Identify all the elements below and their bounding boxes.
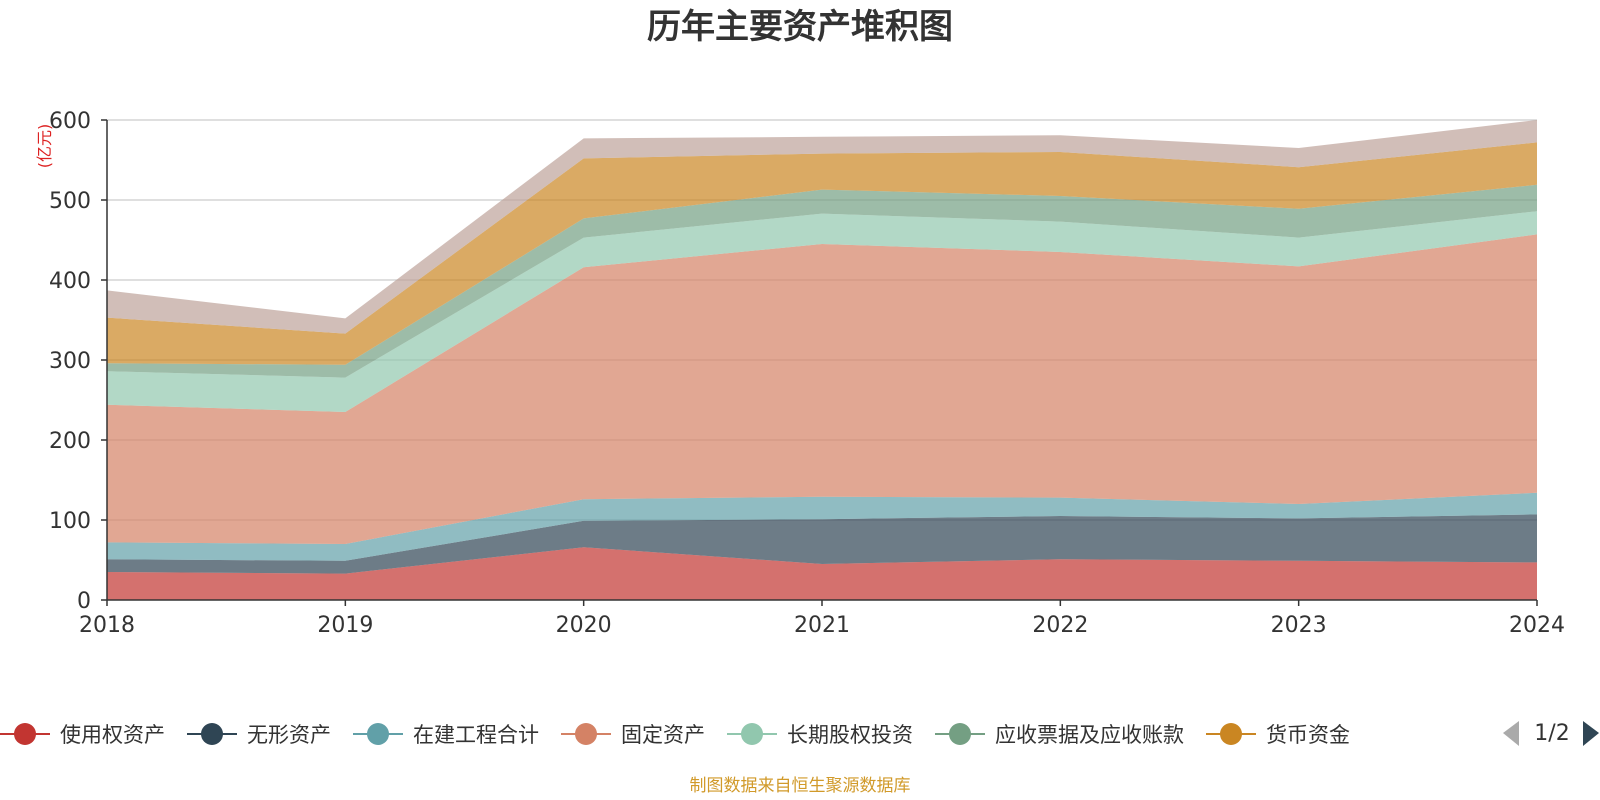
y-tick-label: 0 bbox=[77, 589, 91, 614]
data-source-note: 制图数据来自恒生聚源数据库 bbox=[690, 776, 911, 796]
x-tick-label: 2021 bbox=[794, 613, 850, 638]
y-tick-label: 400 bbox=[49, 269, 91, 294]
legend-marker-icon bbox=[14, 723, 36, 745]
legend-item-1[interactable]: 无形资产 bbox=[186, 723, 331, 747]
series-area-4 bbox=[107, 211, 1537, 412]
legend-marker-icon bbox=[740, 723, 763, 745]
series-area-5 bbox=[107, 184, 1537, 378]
legend-next-page-icon[interactable] bbox=[1583, 721, 1599, 746]
legend: 使用权资产 无形资产 在建工程合计 固定资产 长期股权投资 应收票据及应收账款 货币资金 bbox=[0, 723, 1350, 747]
legend-label: 使用权资产 bbox=[60, 723, 165, 747]
x-tick-label: 2024 bbox=[1509, 613, 1565, 638]
legend-item-5[interactable]: 应收票据及应收账款 bbox=[934, 723, 1184, 747]
series-area-7 bbox=[107, 120, 1537, 334]
y-axis-unit-label: (亿元) bbox=[35, 124, 54, 169]
x-tick-label: 2022 bbox=[1032, 613, 1088, 638]
axes: 0 100 200 300 400 500 600 2018 2019 2020 2021 2022 2… bbox=[49, 109, 1565, 638]
y-tick-label: 300 bbox=[49, 349, 91, 374]
series-area-6 bbox=[107, 142, 1537, 365]
x-tick-label: 2019 bbox=[317, 613, 373, 638]
legend-label: 货币资金 bbox=[1266, 723, 1350, 747]
legend-label: 在建工程合计 bbox=[413, 723, 539, 747]
series-area-0 bbox=[107, 547, 1537, 600]
legend-item-4[interactable]: 长期股权投资 bbox=[726, 723, 913, 747]
x-tick-label: 2023 bbox=[1271, 613, 1327, 638]
y-tick-label: 600 bbox=[49, 109, 91, 134]
series-area-3 bbox=[107, 234, 1537, 544]
y-tick-label: 500 bbox=[49, 189, 91, 214]
x-tick-label: 2018 bbox=[79, 613, 135, 638]
series-area-1 bbox=[107, 514, 1537, 574]
chart-title: 历年主要资产堆积图 bbox=[647, 7, 953, 47]
stacked-areas bbox=[107, 120, 1537, 600]
legend-marker-icon bbox=[574, 723, 597, 745]
y-tick-label: 100 bbox=[49, 509, 91, 534]
legend-pager: 1/2 bbox=[1503, 721, 1599, 746]
legend-marker-icon bbox=[200, 723, 223, 745]
legend-item-0[interactable]: 使用权资产 bbox=[0, 723, 165, 747]
legend-item-3[interactable]: 固定资产 bbox=[560, 723, 705, 747]
series-area-2 bbox=[107, 492, 1537, 561]
legend-marker-icon bbox=[366, 723, 389, 745]
y-tick-label: 200 bbox=[49, 429, 91, 454]
legend-item-6[interactable]: 货币资金 bbox=[1205, 723, 1350, 747]
legend-marker-icon bbox=[1219, 723, 1242, 745]
x-tick-label: 2020 bbox=[556, 613, 612, 638]
legend-marker-icon bbox=[948, 723, 971, 745]
legend-label: 长期股权投资 bbox=[787, 723, 913, 747]
legend-page-indicator: 1/2 bbox=[1534, 721, 1569, 746]
legend-label: 无形资产 bbox=[247, 723, 331, 747]
legend-prev-page-icon[interactable] bbox=[1503, 721, 1519, 746]
legend-item-2[interactable]: 在建工程合计 bbox=[352, 723, 539, 747]
legend-label: 固定资产 bbox=[621, 723, 705, 747]
legend-label: 应收票据及应收账款 bbox=[995, 723, 1184, 747]
